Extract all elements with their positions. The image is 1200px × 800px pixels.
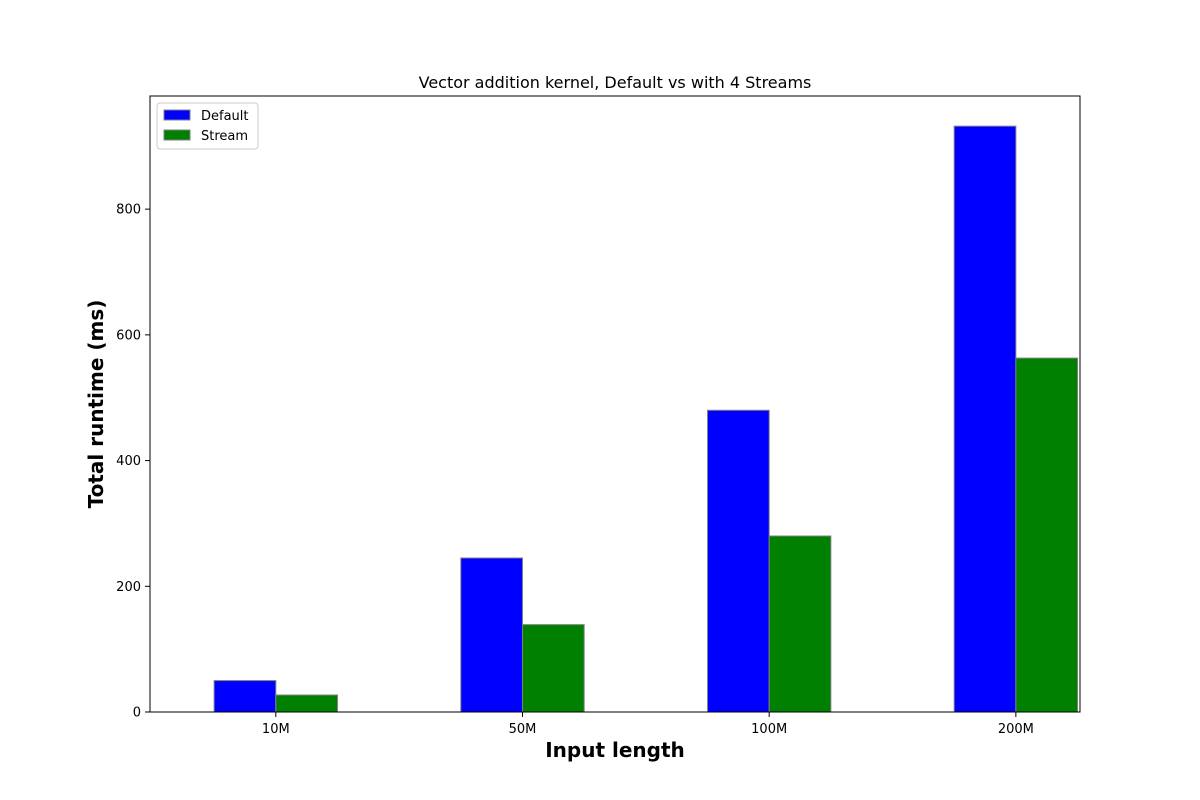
x-tick-label-50m: 50M [509, 722, 537, 737]
x-tick-label-100m: 100M [751, 722, 787, 737]
legend-label-default: Default [201, 109, 249, 124]
y-tick-label-200: 200 [116, 580, 141, 595]
bar-stream-50m [521, 624, 585, 713]
y-axis: 0 200 400 600 800 [116, 203, 150, 721]
x-axis: 10M 50M 100M 200M [262, 712, 1034, 737]
plot-border [149, 95, 1081, 713]
chart-title: Vector addition kernel, Default vs with … [419, 73, 812, 92]
bar-default-200m [953, 125, 1017, 713]
x-tick-label-200m: 200M [998, 722, 1034, 737]
plot-area [150, 96, 1080, 712]
bar-default-10m [213, 680, 277, 713]
bar-default-100m [707, 409, 770, 713]
bar-default-50m [460, 557, 523, 713]
legend-swatch-stream [163, 129, 191, 141]
y-axis-label: Total runtime (ms) [84, 300, 108, 509]
x-axis-label: Input length [545, 738, 685, 762]
y-tick-label-800: 800 [116, 203, 141, 218]
bar-stream-200m [1015, 357, 1079, 713]
bar-stream-100m [768, 535, 832, 713]
y-tick-label-600: 600 [116, 328, 141, 343]
legend-label-stream: Stream [201, 129, 248, 144]
y-tick-label-0: 0 [133, 706, 141, 721]
bars-layer [213, 125, 1079, 713]
legend-swatch-default [163, 109, 191, 121]
bar-stream-10m [275, 694, 338, 713]
x-tick-label-10m: 10M [262, 722, 290, 737]
y-tick-label-400: 400 [116, 454, 141, 469]
legend: Default Stream [156, 102, 259, 150]
